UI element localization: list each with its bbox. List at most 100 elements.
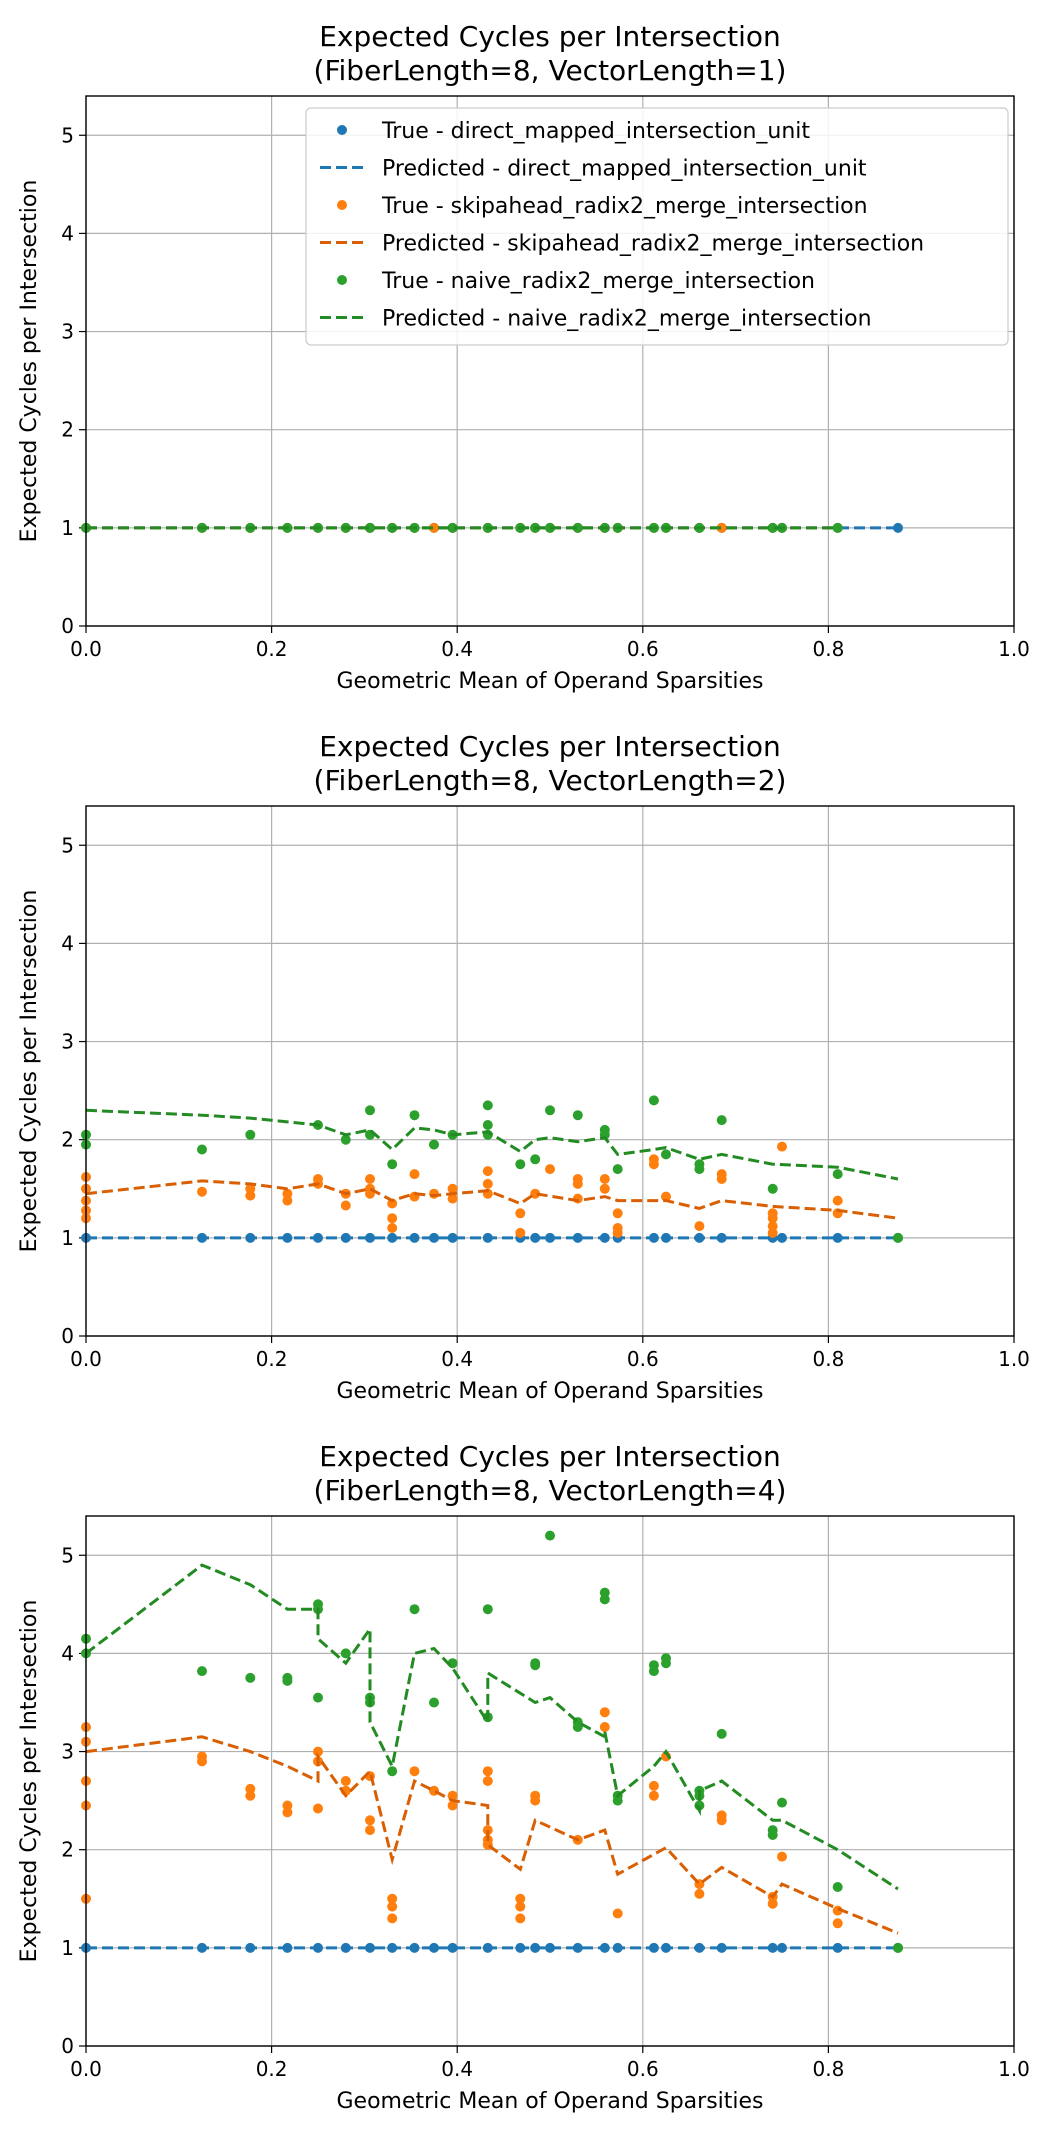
- data-point: [767, 1830, 778, 1840]
- data-point: [572, 1722, 583, 1732]
- y-tick-label: 2: [61, 418, 74, 442]
- y-tick-label: 2: [61, 1838, 74, 1862]
- legend: True - direct_mapped_intersection_unit Pr…: [305, 107, 1009, 346]
- y-axis-label: Expected Cycles per Intersection: [17, 890, 42, 1253]
- data-point: [447, 1193, 458, 1204]
- series-points-true-direct-mapped-intersection-unit: [81, 1942, 903, 1953]
- legend-point-marker: [337, 200, 347, 210]
- y-tick-label: 3: [61, 1740, 74, 1764]
- data-point: [612, 1227, 623, 1238]
- x-tick-label: 0.4: [441, 1347, 473, 1371]
- data-point: [515, 1227, 526, 1238]
- ticks: 0.0 0.2 0.4 0.6 0.8 1.0 0 1 2 3 4 5: [61, 833, 1030, 1371]
- data-point: [429, 522, 439, 533]
- data-point: [387, 1223, 398, 1233]
- data-point: [482, 1166, 493, 1177]
- data-point: [313, 1692, 323, 1703]
- data-point: [716, 522, 727, 533]
- data-point: [282, 1800, 293, 1811]
- legend-label: Predicted - skipahead_radix2_merge_inter…: [382, 232, 924, 257]
- chart-subtitle: (FiberLength=8, VectorLength=2): [314, 764, 787, 797]
- data-point: [716, 1115, 727, 1126]
- x-tick-label: 0.4: [441, 2057, 473, 2081]
- data-point: [832, 1169, 843, 1180]
- y-tick-label: 3: [61, 1030, 74, 1054]
- data-point: [282, 1807, 293, 1818]
- data-point: [777, 1141, 787, 1152]
- chart-3: Expected Cycles per Intersection(FiberLe…: [17, 1440, 1030, 2114]
- data-point: [447, 1232, 458, 1243]
- series-points-true-skipahead-radix2-merge-intersection: [81, 1707, 843, 1929]
- data-point: [648, 1095, 659, 1106]
- y-tick-label: 4: [61, 221, 74, 245]
- data-point: [313, 1803, 323, 1814]
- data-point: [482, 1776, 493, 1786]
- data-point: [387, 1913, 398, 1924]
- series-line-predicted-skipahead-radix2-merge-intersection: [85, 1735, 899, 1935]
- y-tick-label: 0: [61, 1324, 74, 1348]
- data-point: [694, 1164, 705, 1175]
- data-point: [282, 1195, 293, 1206]
- data-point: [387, 1213, 398, 1224]
- data-point: [409, 1604, 420, 1615]
- x-tick-label: 1.0: [998, 2057, 1030, 2081]
- data-point: [530, 1188, 541, 1199]
- data-point: [832, 1882, 843, 1892]
- data-point: [197, 1666, 207, 1677]
- data-point: [648, 1790, 659, 1801]
- data-point: [716, 1815, 727, 1826]
- data-point: [365, 522, 375, 533]
- chart-title: Expected Cycles per Intersection: [319, 20, 781, 53]
- chart-subtitle: (FiberLength=8, VectorLength=4): [314, 1474, 787, 1507]
- series-points-true-naive-radix2-merge-intersection: [81, 1095, 903, 1243]
- y-tick-label: 5: [61, 833, 74, 857]
- x-tick-label: 0.0: [70, 2057, 102, 2081]
- x-tick-label: 0.6: [627, 1347, 659, 1371]
- data-point: [387, 1766, 398, 1777]
- data-point: [572, 1942, 583, 1953]
- data-point: [599, 1722, 610, 1732]
- data-point: [767, 522, 778, 533]
- x-tick-label: 0.8: [812, 2057, 844, 2081]
- data-point: [612, 1208, 623, 1219]
- y-axis-label: Expected Cycles per Intersection: [17, 180, 42, 543]
- data-point: [893, 1942, 903, 1953]
- data-point: [612, 1164, 623, 1175]
- data-point: [365, 1174, 375, 1184]
- legend-label: Predicted - naive_radix2_merge_intersect…: [382, 307, 872, 332]
- legend-label: True - naive_radix2_merge_intersection: [381, 269, 815, 294]
- x-tick-label: 0.0: [70, 1347, 102, 1371]
- data-point: [482, 1100, 493, 1111]
- data-point: [387, 1198, 398, 1209]
- x-tick-label: 0.8: [812, 1347, 844, 1371]
- data-point: [648, 1666, 659, 1677]
- y-tick-label: 3: [61, 320, 74, 344]
- data-point: [661, 1658, 671, 1669]
- legend-label: True - skipahead_radix2_merge_intersecti…: [381, 194, 868, 219]
- plot-frame: [85, 95, 1015, 627]
- data-point: [365, 1105, 375, 1116]
- data-point: [340, 1200, 351, 1211]
- data-point: [515, 1208, 526, 1219]
- series-line-predicted-naive-radix2-merge-intersection: [85, 1108, 899, 1181]
- grid: [85, 806, 1015, 1337]
- data-point: [832, 1918, 843, 1929]
- data-point: [716, 1728, 727, 1739]
- data-point: [893, 522, 903, 533]
- y-tick-label: 1: [61, 1226, 74, 1250]
- x-tick-label: 0.6: [627, 2057, 659, 2081]
- data-point: [482, 1178, 493, 1189]
- data-point: [313, 1746, 323, 1757]
- data-point: [515, 1159, 526, 1170]
- x-tick-label: 0.2: [256, 1347, 288, 1371]
- y-tick-label: 1: [61, 516, 74, 540]
- data-point: [515, 1893, 526, 1904]
- y-tick-label: 2: [61, 1128, 74, 1152]
- x-axis-label: Geometric Mean of Operand Sparsities: [336, 2089, 763, 2114]
- data-point: [409, 1766, 420, 1777]
- data-point: [767, 1227, 778, 1238]
- data-point: [387, 1901, 398, 1912]
- series-group: [81, 1530, 903, 1953]
- x-axis-label: Geometric Mean of Operand Sparsities: [336, 1379, 763, 1404]
- data-point: [197, 1144, 207, 1155]
